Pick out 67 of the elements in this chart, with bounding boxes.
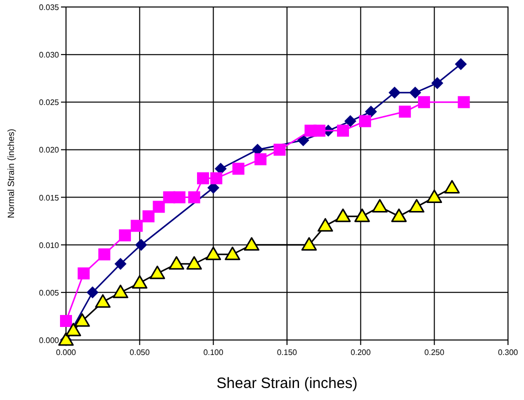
- point: [313, 124, 326, 137]
- y-tick-label: 0.030: [38, 50, 60, 60]
- point: [66, 322, 82, 336]
- x-tick-label: 0.200: [350, 348, 372, 357]
- point: [135, 238, 148, 251]
- point: [431, 77, 444, 90]
- point: [335, 208, 351, 222]
- point: [354, 208, 370, 222]
- point: [336, 124, 349, 137]
- y-tick-label: 0.010: [38, 240, 60, 250]
- point: [95, 294, 111, 308]
- point: [142, 210, 155, 222]
- point: [186, 256, 202, 270]
- point: [118, 229, 131, 242]
- point: [454, 58, 467, 70]
- point: [274, 144, 286, 156]
- point: [112, 284, 128, 298]
- point: [86, 286, 99, 298]
- point: [206, 246, 222, 260]
- x-tick-label: 0.000: [56, 348, 77, 357]
- y-tick-label: 0.015: [38, 193, 60, 202]
- point: [301, 237, 317, 251]
- point: [254, 153, 266, 166]
- point: [458, 96, 470, 108]
- point: [408, 199, 424, 213]
- point: [344, 115, 356, 128]
- x-tick-label: 0.100: [203, 348, 224, 357]
- point: [188, 191, 200, 204]
- point: [388, 86, 401, 99]
- point: [150, 266, 166, 280]
- point: [98, 248, 110, 260]
- point: [197, 172, 210, 184]
- point: [224, 246, 240, 260]
- point: [114, 258, 127, 270]
- point: [60, 314, 72, 327]
- x-tick-label: 0.300: [498, 348, 519, 357]
- point: [426, 190, 442, 204]
- point: [132, 275, 148, 289]
- point: [130, 220, 143, 232]
- y-tick-label: 0.035: [38, 3, 60, 12]
- point: [78, 267, 90, 280]
- y-tick-label: 0.020: [38, 146, 60, 155]
- point: [444, 180, 460, 194]
- point: [398, 106, 411, 118]
- point: [364, 106, 377, 118]
- x-axis-title: Shear Strain (inches): [216, 375, 358, 392]
- point: [359, 115, 372, 128]
- point: [418, 96, 430, 108]
- x-tick-label: 0.050: [130, 348, 150, 357]
- y-tick-label: 0.025: [38, 98, 60, 108]
- point: [232, 162, 244, 175]
- point: [210, 172, 222, 184]
- point: [372, 199, 388, 213]
- point: [214, 162, 227, 175]
- y-tick-label: 0.000: [38, 336, 60, 345]
- point: [318, 218, 334, 232]
- x-tick-label: 0.150: [276, 348, 298, 357]
- point: [409, 86, 422, 99]
- point: [173, 191, 186, 204]
- point: [74, 313, 90, 327]
- point: [152, 200, 165, 213]
- y-axis-title: Normal Strain (inches): [6, 128, 16, 218]
- point: [244, 237, 260, 251]
- x-tick-label: 0.250: [424, 348, 445, 357]
- y-tick-label: 0.005: [38, 288, 60, 298]
- point: [168, 256, 184, 270]
- point: [391, 208, 407, 222]
